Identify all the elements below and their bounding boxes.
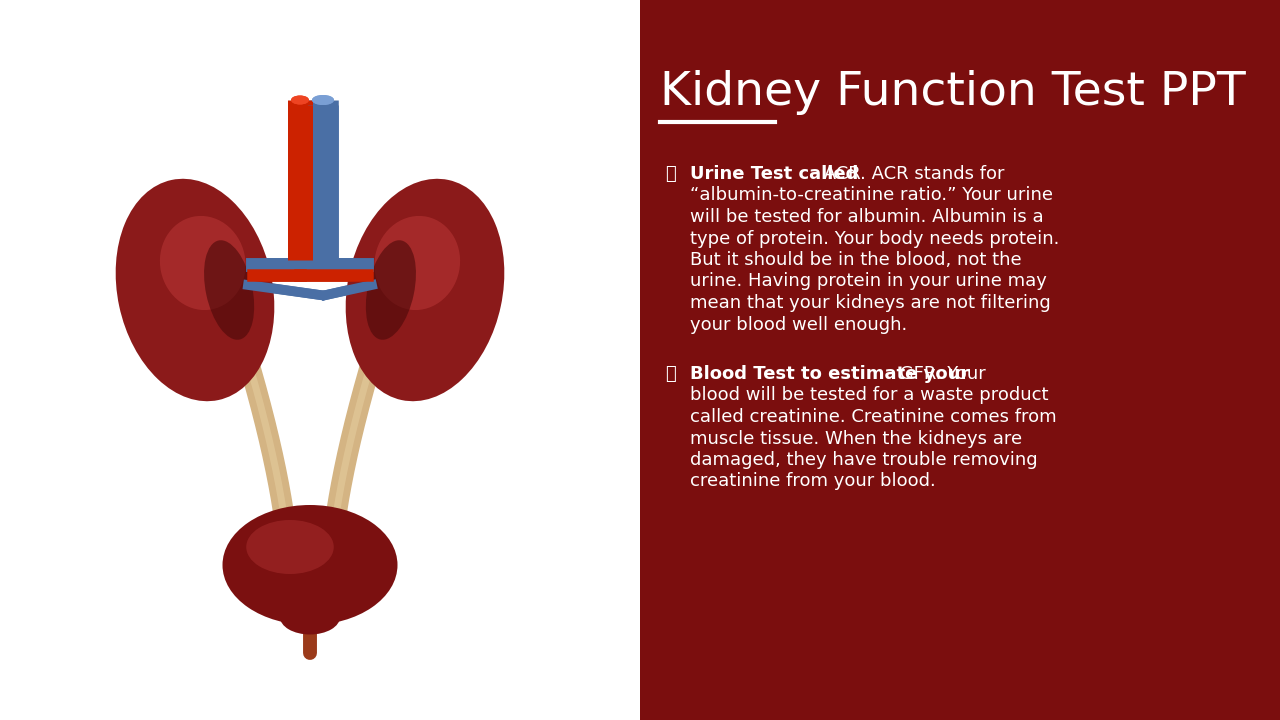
Text: Urine Test called: Urine Test called xyxy=(690,165,859,183)
Ellipse shape xyxy=(280,600,340,634)
Ellipse shape xyxy=(312,95,334,105)
Ellipse shape xyxy=(246,520,334,574)
Text: ACR. ACR stands for: ACR. ACR stands for xyxy=(818,165,1005,183)
Text: creatinine from your blood.: creatinine from your blood. xyxy=(690,472,936,490)
Ellipse shape xyxy=(312,95,334,105)
Ellipse shape xyxy=(366,240,416,340)
Text: But it should be in the blood, not the: But it should be in the blood, not the xyxy=(690,251,1021,269)
Text: mean that your kidneys are not filtering: mean that your kidneys are not filtering xyxy=(690,294,1051,312)
Text: called creatinine. Creatinine comes from: called creatinine. Creatinine comes from xyxy=(690,408,1056,426)
Text: your blood well enough.: your blood well enough. xyxy=(690,315,908,333)
Ellipse shape xyxy=(291,96,308,104)
Text: will be tested for albumin. Albumin is a: will be tested for albumin. Albumin is a xyxy=(690,208,1043,226)
Text: Blood Test to estimate your: Blood Test to estimate your xyxy=(690,365,969,383)
Text: muscle tissue. When the kidneys are: muscle tissue. When the kidneys are xyxy=(690,430,1023,448)
Ellipse shape xyxy=(375,216,460,310)
Ellipse shape xyxy=(346,179,504,401)
Text: “albumin-to-creatinine ratio.” Your urine: “albumin-to-creatinine ratio.” Your urin… xyxy=(690,186,1053,204)
Bar xyxy=(640,0,1280,720)
Text: urine. Having protein in your urine may: urine. Having protein in your urine may xyxy=(690,272,1047,290)
Text: damaged, they have trouble removing: damaged, they have trouble removing xyxy=(690,451,1038,469)
Text: ➤: ➤ xyxy=(666,165,676,183)
Text: GFR. Your: GFR. Your xyxy=(893,365,986,383)
Ellipse shape xyxy=(115,179,274,401)
Ellipse shape xyxy=(223,505,398,625)
Ellipse shape xyxy=(204,240,255,340)
Text: ➤: ➤ xyxy=(666,365,676,383)
Text: blood will be tested for a waste product: blood will be tested for a waste product xyxy=(690,387,1048,405)
Ellipse shape xyxy=(160,216,246,310)
Ellipse shape xyxy=(291,96,308,104)
Text: Kidney Function Test PPT: Kidney Function Test PPT xyxy=(660,70,1245,115)
Text: type of protein. Your body needs protein.: type of protein. Your body needs protein… xyxy=(690,230,1060,248)
